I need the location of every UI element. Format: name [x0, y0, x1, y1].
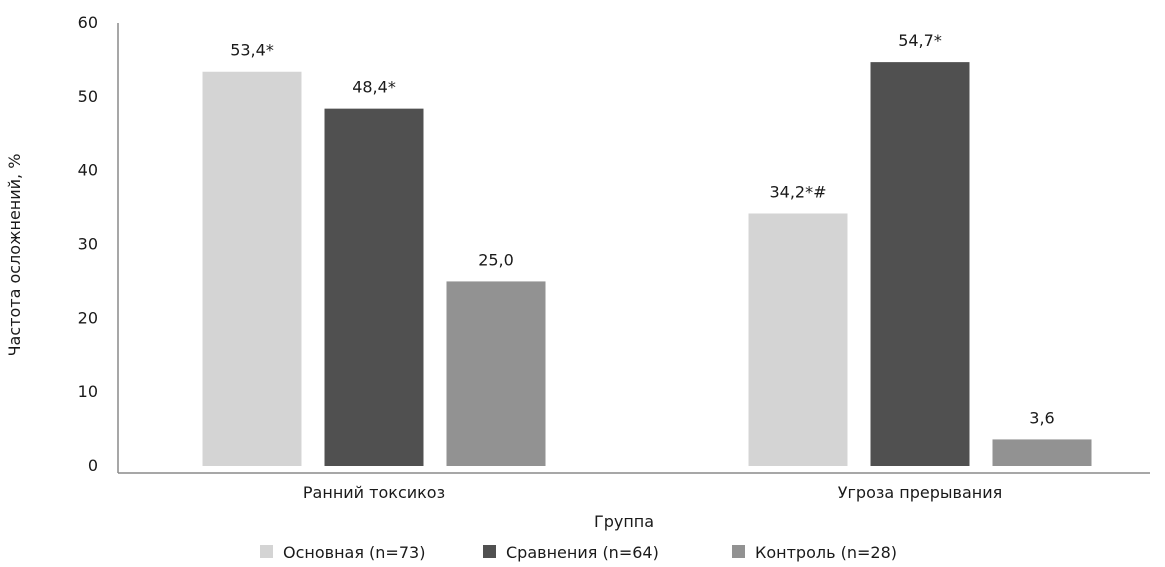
legend-swatch — [732, 545, 745, 558]
legend: Основная (n=73) Сравнения (n=64) Контроль … — [260, 543, 897, 562]
bar — [324, 108, 424, 466]
y-tick-label: 50 — [78, 87, 98, 106]
x-axis-title: Группа — [594, 512, 654, 531]
y-tick-label: 60 — [78, 13, 98, 32]
data-label: 54,7* — [898, 31, 942, 50]
y-tick-label: 30 — [78, 235, 98, 254]
bars-group: 53,4* 48,4* 25,0 34,2*# 54,7* 3,6 — [202, 31, 1092, 467]
y-tick-label: 20 — [78, 308, 98, 327]
y-tick-label: 0 — [88, 456, 98, 475]
y-tick-label: 10 — [78, 382, 98, 401]
bar — [748, 213, 848, 466]
category-labels: Ранний токсикоз Угроза прерывания — [303, 483, 1002, 502]
legend-label: Основная (n=73) — [283, 543, 425, 562]
legend-swatch — [483, 545, 496, 558]
data-label: 48,4* — [352, 78, 396, 97]
data-label: 53,4* — [230, 41, 274, 60]
legend-label: Контроль (n=28) — [755, 543, 897, 562]
category-label: Угроза прерывания — [838, 483, 1002, 502]
legend-label: Сравнения (n=64) — [506, 543, 659, 562]
legend-swatch — [260, 545, 273, 558]
bar — [870, 62, 970, 467]
category-label: Ранний токсикоз — [303, 483, 445, 502]
data-label: 25,0 — [478, 250, 514, 269]
y-axis-ticks: 0 10 20 30 40 50 60 — [78, 13, 98, 475]
y-axis-title: Частота осложнений, % — [5, 154, 24, 357]
bar — [992, 439, 1092, 466]
bar — [202, 71, 302, 466]
bar — [446, 281, 546, 466]
y-tick-label: 40 — [78, 161, 98, 180]
data-label: 3,6 — [1029, 408, 1054, 427]
data-label: 34,2*# — [769, 182, 826, 201]
